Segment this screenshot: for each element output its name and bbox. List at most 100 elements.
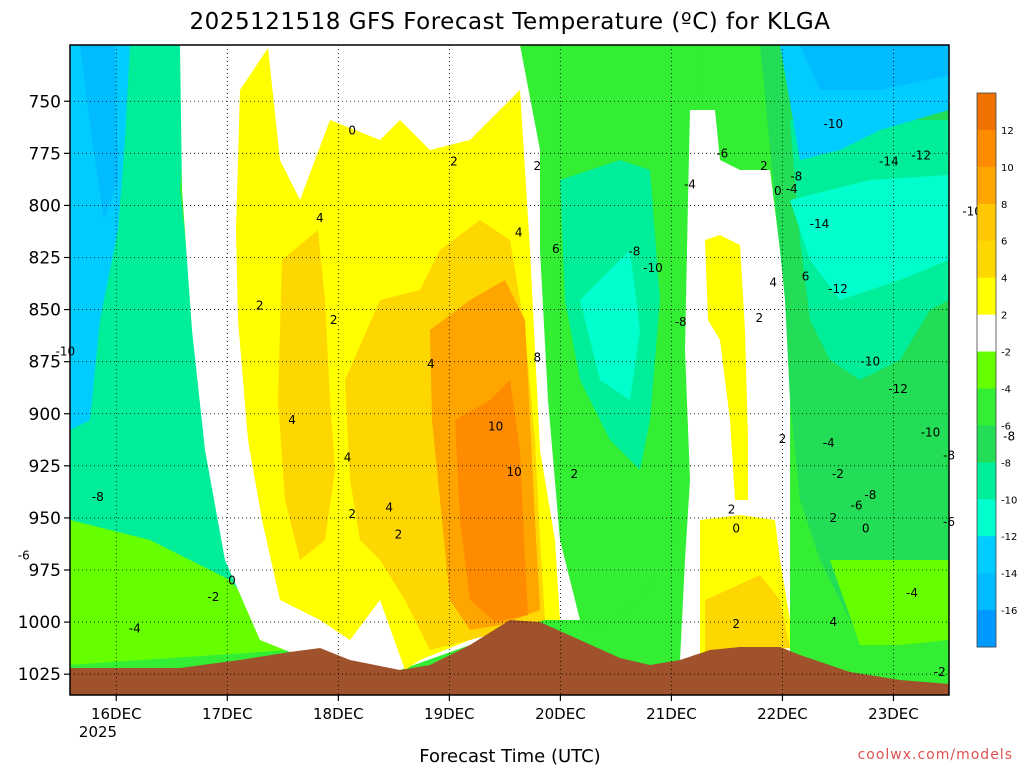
contour-label: 4 <box>515 226 523 240</box>
contour-label: 2 <box>732 617 740 631</box>
x-tick-label: 19DEC <box>424 705 475 723</box>
x-tick-label: 17DEC <box>202 705 253 723</box>
field-far-right-aqua <box>790 175 949 300</box>
field-left-teal <box>70 45 290 665</box>
field-left-lightgreen <box>70 520 290 665</box>
y-tick-label: 825 <box>29 249 61 269</box>
contour-label: 4 <box>288 413 296 427</box>
contour-label: -8 <box>864 488 876 502</box>
plot-frame <box>69 44 950 696</box>
contour-label: -8 <box>628 244 640 258</box>
contour-label: -8 <box>92 490 104 504</box>
colorbar-tick-label: 10 <box>1001 163 1014 174</box>
contour-label: -2 <box>832 467 844 481</box>
colorbar-tick-label: 6 <box>1001 237 1007 248</box>
credit-text: coolwx.com/models <box>858 747 1013 763</box>
contour-label: -4 <box>786 182 798 196</box>
contour-label: 0 <box>732 521 740 535</box>
contour-label: 4 <box>316 211 324 225</box>
colorbar-tick-label: -16 <box>1001 606 1017 617</box>
x-tick-label: 23DEC <box>868 705 919 723</box>
contour-label: -4 <box>906 586 918 600</box>
colorbar-frame <box>976 92 997 648</box>
contour-label: -2 <box>934 665 946 679</box>
field-left-blue <box>80 45 118 220</box>
colorbar-segment <box>977 166 996 205</box>
contour-label: -4 <box>823 436 835 450</box>
y-tick-label: 1000 <box>18 613 61 633</box>
contour-label: -8 <box>790 169 802 183</box>
contour-label: 4 <box>427 357 435 371</box>
x-axis-label: Forecast Time (UTC) <box>419 746 600 767</box>
contour-label: 2 <box>348 507 356 521</box>
y-tick-label: 950 <box>29 509 61 529</box>
colorbar-segment <box>977 462 996 500</box>
field-right-yellow-upper <box>705 235 748 500</box>
contour-label: -10 <box>861 355 881 369</box>
y-tick-label: 975 <box>29 561 61 581</box>
contour-label: 8 <box>533 351 541 365</box>
colorbar-tick-label: -14 <box>1001 569 1017 580</box>
x-tick-label: 20DEC <box>535 705 586 723</box>
colorbar-segment <box>977 425 996 463</box>
contour-label: 4 <box>344 451 352 465</box>
colorbar-segment <box>977 277 996 316</box>
contour-label: 10 <box>488 419 503 433</box>
x-tick-label: 21DEC <box>646 705 697 723</box>
contour-label: 2 <box>256 298 264 312</box>
contour-label: -10 <box>921 426 941 440</box>
colorbar-segment <box>977 129 996 168</box>
contour-label: 0 <box>348 123 356 137</box>
contour-label: -8 <box>675 315 687 329</box>
grid <box>70 45 949 695</box>
colorbar-tick-label: 8 <box>1001 200 1007 211</box>
contour-label: 2 <box>533 159 541 173</box>
colorbar-segment <box>977 351 996 389</box>
contour-label: -8 <box>1003 430 1015 444</box>
x-axis: 16DEC 17DEC 18DEC 19DEC 20DEC 21DEC 22DEC 23DEC <box>91 695 919 723</box>
y-tick-label: 925 <box>29 457 61 477</box>
contour-label: 2 <box>450 155 458 169</box>
contour-label: 2 <box>760 159 768 173</box>
colorbar-tick-label: -8 <box>1001 458 1011 469</box>
y-tick-label: 1025 <box>18 665 61 685</box>
colorbar-tick-label: -6 <box>1001 421 1011 432</box>
contour-label: -6 <box>18 548 30 562</box>
contour-label: 6 <box>802 269 810 283</box>
colorbar-segment <box>977 314 996 353</box>
contour-label: -12 <box>911 148 931 162</box>
contour-label: 4 <box>385 501 393 515</box>
field-far-right-lightgreen <box>830 560 949 645</box>
colorbar-segment <box>977 499 996 537</box>
colorbar-segment <box>977 240 996 279</box>
contour-label: 2 <box>756 311 764 325</box>
field-right-gold <box>705 575 790 655</box>
contour-label: -12 <box>828 282 848 296</box>
contour-label: 2 <box>830 511 838 525</box>
contour-label: 0 <box>774 184 782 198</box>
colorbar-tick-label: 4 <box>1001 274 1007 285</box>
y-axis: 750 775 800 825 850 875 900 925 950 975 1000 1025 <box>18 92 70 685</box>
contour-label: 0 <box>862 521 870 535</box>
y-tick-label: 800 <box>29 196 61 216</box>
contour-label: 4 <box>769 276 777 290</box>
contour-label: -10 <box>824 117 844 131</box>
contour-label: 4 <box>830 615 838 629</box>
colorbar-tick-label: -4 <box>1001 384 1011 395</box>
colorbar-segment <box>977 203 996 242</box>
contour-label: -6 <box>716 146 728 160</box>
field-far-right-blue <box>800 45 949 90</box>
colorbar-tick-label: -12 <box>1001 532 1017 543</box>
terrain <box>70 620 949 695</box>
colorbar-tick-label: -2 <box>1001 348 1011 359</box>
contour-label: 2 <box>728 503 736 517</box>
contour-label: -2 <box>207 590 219 604</box>
x-tick-label: 18DEC <box>313 705 364 723</box>
colorbar-tick-label: 12 <box>1001 126 1014 137</box>
contour-label: 2 <box>395 528 403 542</box>
colorbar-segment <box>977 536 996 574</box>
contour-label: -14 <box>879 155 899 169</box>
